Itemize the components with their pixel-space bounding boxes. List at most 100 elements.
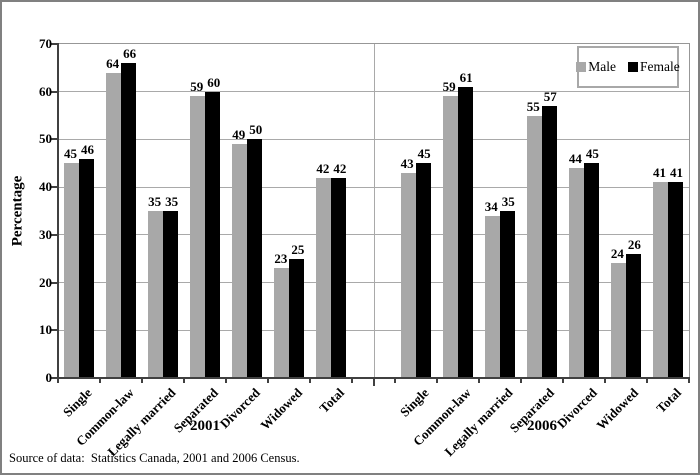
y-tick-70 [51, 43, 58, 45]
value-label-female-2001-divorced: 50 [249, 122, 263, 138]
bar-female-2006-divorced [583, 163, 599, 378]
y-tick-60 [51, 90, 58, 93]
category-label-2006-widowed: Widowed [593, 385, 642, 433]
female-swatch-icon [628, 62, 638, 72]
x-tick-5 [267, 378, 270, 383]
value-label-female-2001-common-law: 66 [123, 46, 137, 62]
bar-male-2001-common-law [106, 72, 122, 378]
x-tick-12 [561, 378, 564, 383]
bar-male-2001-divorced [232, 144, 248, 378]
legend-item-female: Female [628, 59, 680, 75]
value-label-male-2001-separated: 59 [190, 79, 204, 95]
x-tick-1 [99, 378, 102, 383]
value-label-male-2006-single: 43 [400, 155, 414, 171]
x-tick-7 [351, 378, 354, 383]
bar-male-2006-widowed [610, 263, 626, 378]
value-label-female-2001-widowed: 25 [291, 241, 305, 257]
y-tick-label-10: 10 [39, 322, 52, 338]
y-tick-label-30: 30 [39, 226, 52, 242]
value-label-male-2006-separated: 55 [526, 98, 540, 114]
value-label-male-2001-widowed: 23 [274, 251, 288, 267]
bar-female-2006-single [415, 163, 431, 378]
value-label-female-2001-legally-married: 35 [165, 194, 179, 209]
legend-item-male: Male [576, 59, 616, 75]
x-tick-2 [141, 378, 144, 383]
y-tick-30 [51, 233, 58, 236]
bar-female-2006-widowed [625, 253, 641, 378]
year-divider-line [373, 44, 375, 378]
x-tick-15 [688, 378, 690, 383]
x-tick-6 [309, 378, 312, 383]
bar-male-2006-common-law [442, 96, 458, 378]
y-tick-label-40: 40 [39, 179, 52, 195]
value-label-male-2001-legally-married: 35 [148, 194, 162, 209]
x-tick-0 [57, 378, 59, 383]
value-label-male-2006-divorced: 44 [568, 151, 582, 167]
bar-female-2001-separated [205, 91, 221, 378]
bar-female-2001-common-law [121, 63, 137, 378]
value-label-male-2006-widowed: 24 [610, 246, 624, 262]
x-axis-line [57, 377, 690, 379]
value-label-female-2006-widowed: 26 [627, 236, 641, 252]
value-label-female-2006-total: 41 [669, 165, 683, 181]
bar-male-2001-single [64, 163, 80, 378]
value-label-female-2006-divorced: 45 [585, 146, 599, 162]
bar-female-2001-divorced [247, 139, 263, 378]
y-tick-10 [51, 329, 58, 332]
bar-female-2001-single [79, 158, 95, 378]
x-tick-4 [225, 378, 228, 383]
year-label-2006: 2006 [527, 418, 557, 434]
bar-female-2001-total [331, 177, 347, 378]
bar-male-2006-legally-married [484, 215, 500, 378]
x-tick-3 [183, 378, 186, 383]
value-label-female-2006-legally-married: 35 [501, 194, 515, 209]
bar-male-2001-legally-married [148, 211, 164, 378]
y-tick-50 [51, 138, 58, 141]
source-note: Source of data: Statistics Canada, 2001 … [9, 451, 300, 465]
value-label-male-2006-total: 41 [652, 165, 666, 181]
y-tick-label-70: 70 [39, 36, 52, 51]
legend-label-male: Male [588, 59, 616, 74]
y-tick-label-20: 20 [39, 274, 52, 290]
year-label-2001: 2001 [190, 418, 220, 434]
value-label-female-2006-common-law: 61 [459, 69, 473, 85]
plot-border-right [689, 43, 690, 378]
bar-female-2001-widowed [289, 258, 305, 378]
y-axis-line [57, 43, 59, 379]
plot-border-top [58, 43, 690, 44]
legend-label-female: Female [640, 59, 680, 74]
x-tick-8 [393, 378, 396, 383]
x-tick-14 [645, 378, 648, 383]
legend-box: Male Female [576, 46, 680, 88]
male-swatch-icon [576, 62, 587, 72]
y-tick-0 [51, 377, 58, 379]
value-label-male-2006-legally-married: 34 [484, 198, 498, 214]
bar-female-2006-common-law [457, 86, 473, 378]
x-tick-11 [519, 378, 522, 383]
bar-female-2006-legally-married [499, 211, 515, 378]
category-label-2001-single: Single [60, 385, 95, 420]
value-label-female-2006-separated: 57 [543, 89, 557, 105]
value-label-female-2001-total: 42 [333, 160, 347, 176]
bar-male-2001-total [316, 177, 332, 378]
x-tick-9 [435, 378, 438, 383]
y-tick-label-50: 50 [39, 131, 52, 147]
bar-male-2006-single [400, 172, 416, 378]
value-label-female-2006-single: 45 [417, 146, 431, 162]
category-label-2001-total: Total [316, 385, 348, 416]
category-label-2006-total: Total [652, 385, 684, 416]
bar-female-2006-total [667, 182, 683, 378]
value-label-female-2001-separated: 60 [207, 74, 221, 90]
bar-male-2006-divorced [568, 168, 584, 378]
x-tick-13 [603, 378, 606, 383]
bar-male-2001-separated [190, 96, 206, 378]
bar-female-2006-separated [541, 106, 557, 378]
y-tick-20 [51, 281, 58, 284]
bar-male-2001-widowed [274, 268, 290, 378]
value-label-female-2001-single: 46 [81, 141, 95, 157]
bar-female-2001-legally-married [163, 211, 179, 378]
bar-male-2006-total [652, 182, 668, 378]
value-label-male-2001-divorced: 49 [232, 127, 246, 143]
category-label-2006-single: Single [396, 385, 432, 420]
